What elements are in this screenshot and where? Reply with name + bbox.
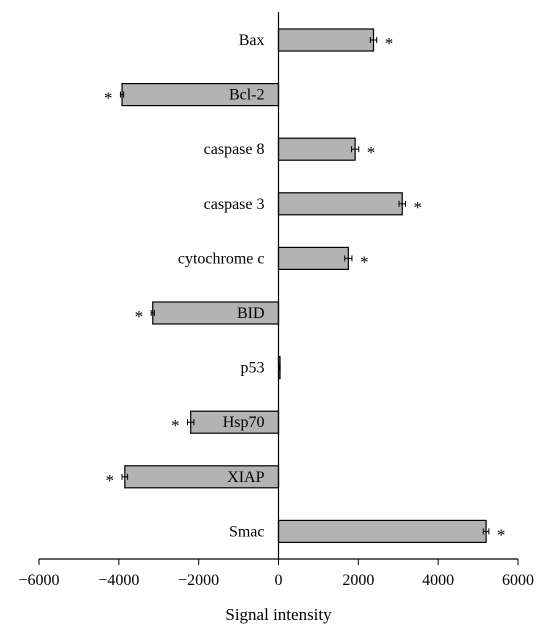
error-bar (150, 310, 155, 316)
category-labels: Bax Bcl-2 caspase 8 caspase 3 cytochrome c BI… (178, 32, 265, 540)
error-bar (278, 364, 281, 371)
error-bar (369, 37, 378, 43)
error-bar (119, 91, 125, 98)
category-label: caspase 3 (204, 196, 265, 213)
error-bar (344, 255, 353, 262)
x-tick-label: −6000 (18, 572, 59, 589)
category-label: Smac (229, 523, 265, 540)
significance-marker: * (497, 525, 506, 544)
category-label: Hsp70 (223, 414, 265, 431)
significance-marker: * (106, 471, 115, 490)
x-axis-title: Signal intensity (225, 605, 332, 624)
category-label: caspase 8 (204, 141, 265, 158)
x-tick-label: 0 (275, 572, 283, 589)
category-label: Bax (239, 32, 265, 49)
x-tick-label: 4000 (422, 572, 454, 589)
bar-caspase-3 (277, 192, 403, 216)
category-label: Bcl-2 (229, 87, 265, 104)
significance-marker: * (171, 416, 180, 435)
x-tick-label: −2000 (178, 572, 219, 589)
bar-bax (277, 28, 375, 52)
significance-marker: * (385, 34, 394, 53)
bars-layer: * * * * * * * * * (104, 28, 506, 544)
significance-marker: * (413, 198, 422, 217)
x-tick-label: 6000 (502, 572, 534, 589)
significance-marker: * (104, 89, 113, 108)
bar-smac (277, 519, 487, 544)
bar-cytochrome-c (277, 246, 349, 270)
category-label: XIAP (227, 469, 264, 486)
error-bar (398, 200, 406, 207)
category-label: cytochrome c (178, 250, 265, 267)
error-bar (121, 473, 129, 480)
x-tick-label: 2000 (342, 572, 374, 589)
error-bar (482, 528, 490, 535)
significance-marker: * (367, 143, 376, 162)
error-bar (351, 146, 360, 153)
bar-caspase-8 (277, 137, 356, 161)
x-axis: −6000 −4000 −2000 0 2000 4000 6000 (18, 12, 534, 589)
error-bar (186, 419, 195, 426)
category-label: p53 (241, 360, 265, 377)
x-tick-label: −4000 (98, 572, 139, 589)
category-label: BID (237, 305, 265, 322)
significance-marker: * (135, 307, 144, 326)
significance-marker: * (360, 252, 369, 271)
